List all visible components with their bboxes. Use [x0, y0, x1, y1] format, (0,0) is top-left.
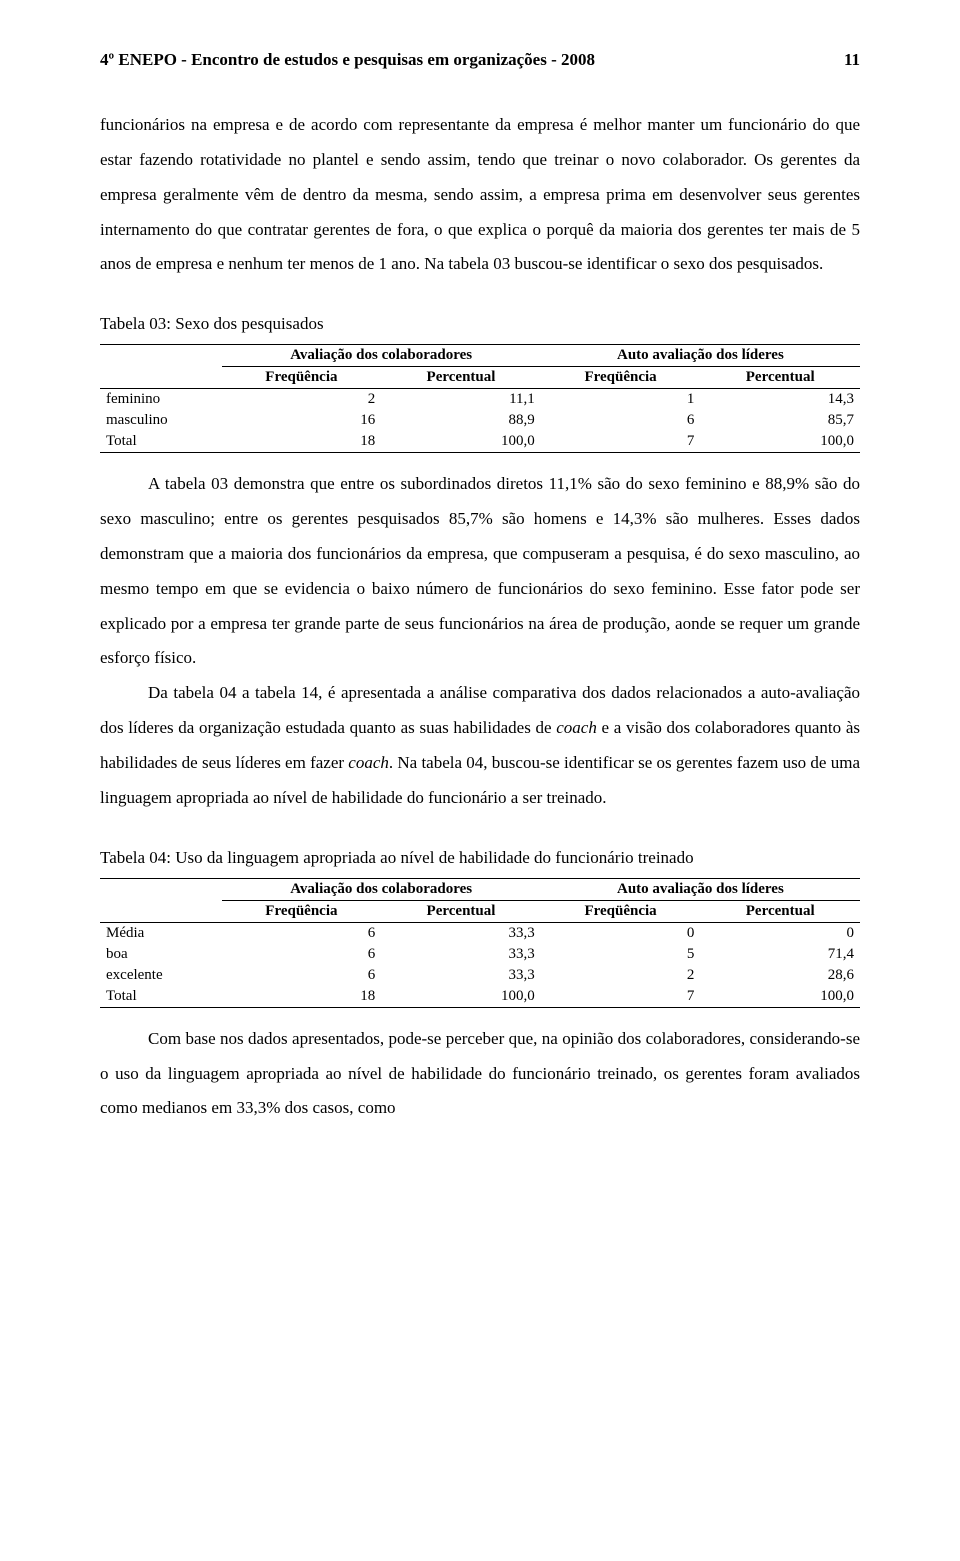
header-title: 4º ENEPO - Encontro de estudos e pesquis…: [100, 50, 595, 70]
cell: 6: [541, 410, 701, 431]
col-freq: Freqüência: [222, 367, 382, 389]
col-pct: Percentual: [700, 367, 860, 389]
cell: 14,3: [700, 389, 860, 411]
italic-term: coach: [556, 718, 597, 737]
cell: 0: [541, 922, 701, 944]
paragraph-1: funcionários na empresa e de acordo com …: [100, 108, 860, 282]
table-04: Avaliação dos colaboradores Auto avaliaç…: [100, 878, 860, 1008]
table-row: Média 6 33,3 0 0: [100, 922, 860, 944]
page-number: 11: [844, 50, 860, 70]
row-label: masculino: [100, 410, 222, 431]
cell: 18: [222, 986, 382, 1008]
col-freq: Freqüência: [541, 367, 701, 389]
cell: 71,4: [700, 944, 860, 965]
paragraph-2: A tabela 03 demonstra que entre os subor…: [100, 467, 860, 676]
col-group-left: Avaliação dos colaboradores: [222, 878, 541, 900]
cell: 33,3: [381, 922, 541, 944]
cell: 6: [222, 944, 382, 965]
paragraph-3: Da tabela 04 a tabela 14, é apresentada …: [100, 676, 860, 815]
table-03: Avaliação dos colaboradores Auto avaliaç…: [100, 344, 860, 453]
table-row: boa 6 33,3 5 71,4: [100, 944, 860, 965]
col-freq: Freqüência: [222, 900, 382, 922]
cell: 88,9: [381, 410, 541, 431]
cell: 7: [541, 431, 701, 453]
cell: 2: [222, 389, 382, 411]
cell: 85,7: [700, 410, 860, 431]
cell: 7: [541, 986, 701, 1008]
cell: 28,6: [700, 965, 860, 986]
table-subheader-row: Freqüência Percentual Freqüência Percent…: [100, 367, 860, 389]
col-group-left: Avaliação dos colaboradores: [222, 345, 541, 367]
table-row: Total 18 100,0 7 100,0: [100, 431, 860, 453]
table-stub: [100, 900, 222, 922]
table-row: masculino 16 88,9 6 85,7: [100, 410, 860, 431]
col-pct: Percentual: [381, 367, 541, 389]
col-group-right: Auto avaliação dos líderes: [541, 345, 860, 367]
cell: 6: [222, 922, 382, 944]
row-label: boa: [100, 944, 222, 965]
cell: 6: [222, 965, 382, 986]
table-row: feminino 2 11,1 1 14,3: [100, 389, 860, 411]
cell: 16: [222, 410, 382, 431]
table-03-caption: Tabela 03: Sexo dos pesquisados: [100, 314, 860, 334]
cell: 100,0: [381, 986, 541, 1008]
cell: 0: [700, 922, 860, 944]
cell: 100,0: [700, 431, 860, 453]
row-label: feminino: [100, 389, 222, 411]
cell: 18: [222, 431, 382, 453]
table-stub: [100, 367, 222, 389]
table-row: Total 18 100,0 7 100,0: [100, 986, 860, 1008]
row-label: excelente: [100, 965, 222, 986]
cell: 33,3: [381, 944, 541, 965]
cell: 100,0: [381, 431, 541, 453]
row-label: Total: [100, 986, 222, 1008]
cell: 5: [541, 944, 701, 965]
cell: 100,0: [700, 986, 860, 1008]
table-stub: [100, 345, 222, 367]
col-pct: Percentual: [700, 900, 860, 922]
page-header: 4º ENEPO - Encontro de estudos e pesquis…: [100, 50, 860, 70]
table-subheader-row: Freqüência Percentual Freqüência Percent…: [100, 900, 860, 922]
cell: 11,1: [381, 389, 541, 411]
row-label: Total: [100, 431, 222, 453]
cell: 1: [541, 389, 701, 411]
table-header-row: Avaliação dos colaboradores Auto avaliaç…: [100, 345, 860, 367]
table-04-caption: Tabela 04: Uso da linguagem apropriada a…: [100, 848, 860, 868]
cell: 33,3: [381, 965, 541, 986]
italic-term: coach: [348, 753, 389, 772]
col-freq: Freqüência: [541, 900, 701, 922]
page: 4º ENEPO - Encontro de estudos e pesquis…: [0, 0, 960, 1186]
col-pct: Percentual: [381, 900, 541, 922]
row-label: Média: [100, 922, 222, 944]
cell: 2: [541, 965, 701, 986]
col-group-right: Auto avaliação dos líderes: [541, 878, 860, 900]
paragraph-4: Com base nos dados apresentados, pode-se…: [100, 1022, 860, 1127]
table-header-row: Avaliação dos colaboradores Auto avaliaç…: [100, 878, 860, 900]
table-stub: [100, 878, 222, 900]
table-row: excelente 6 33,3 2 28,6: [100, 965, 860, 986]
